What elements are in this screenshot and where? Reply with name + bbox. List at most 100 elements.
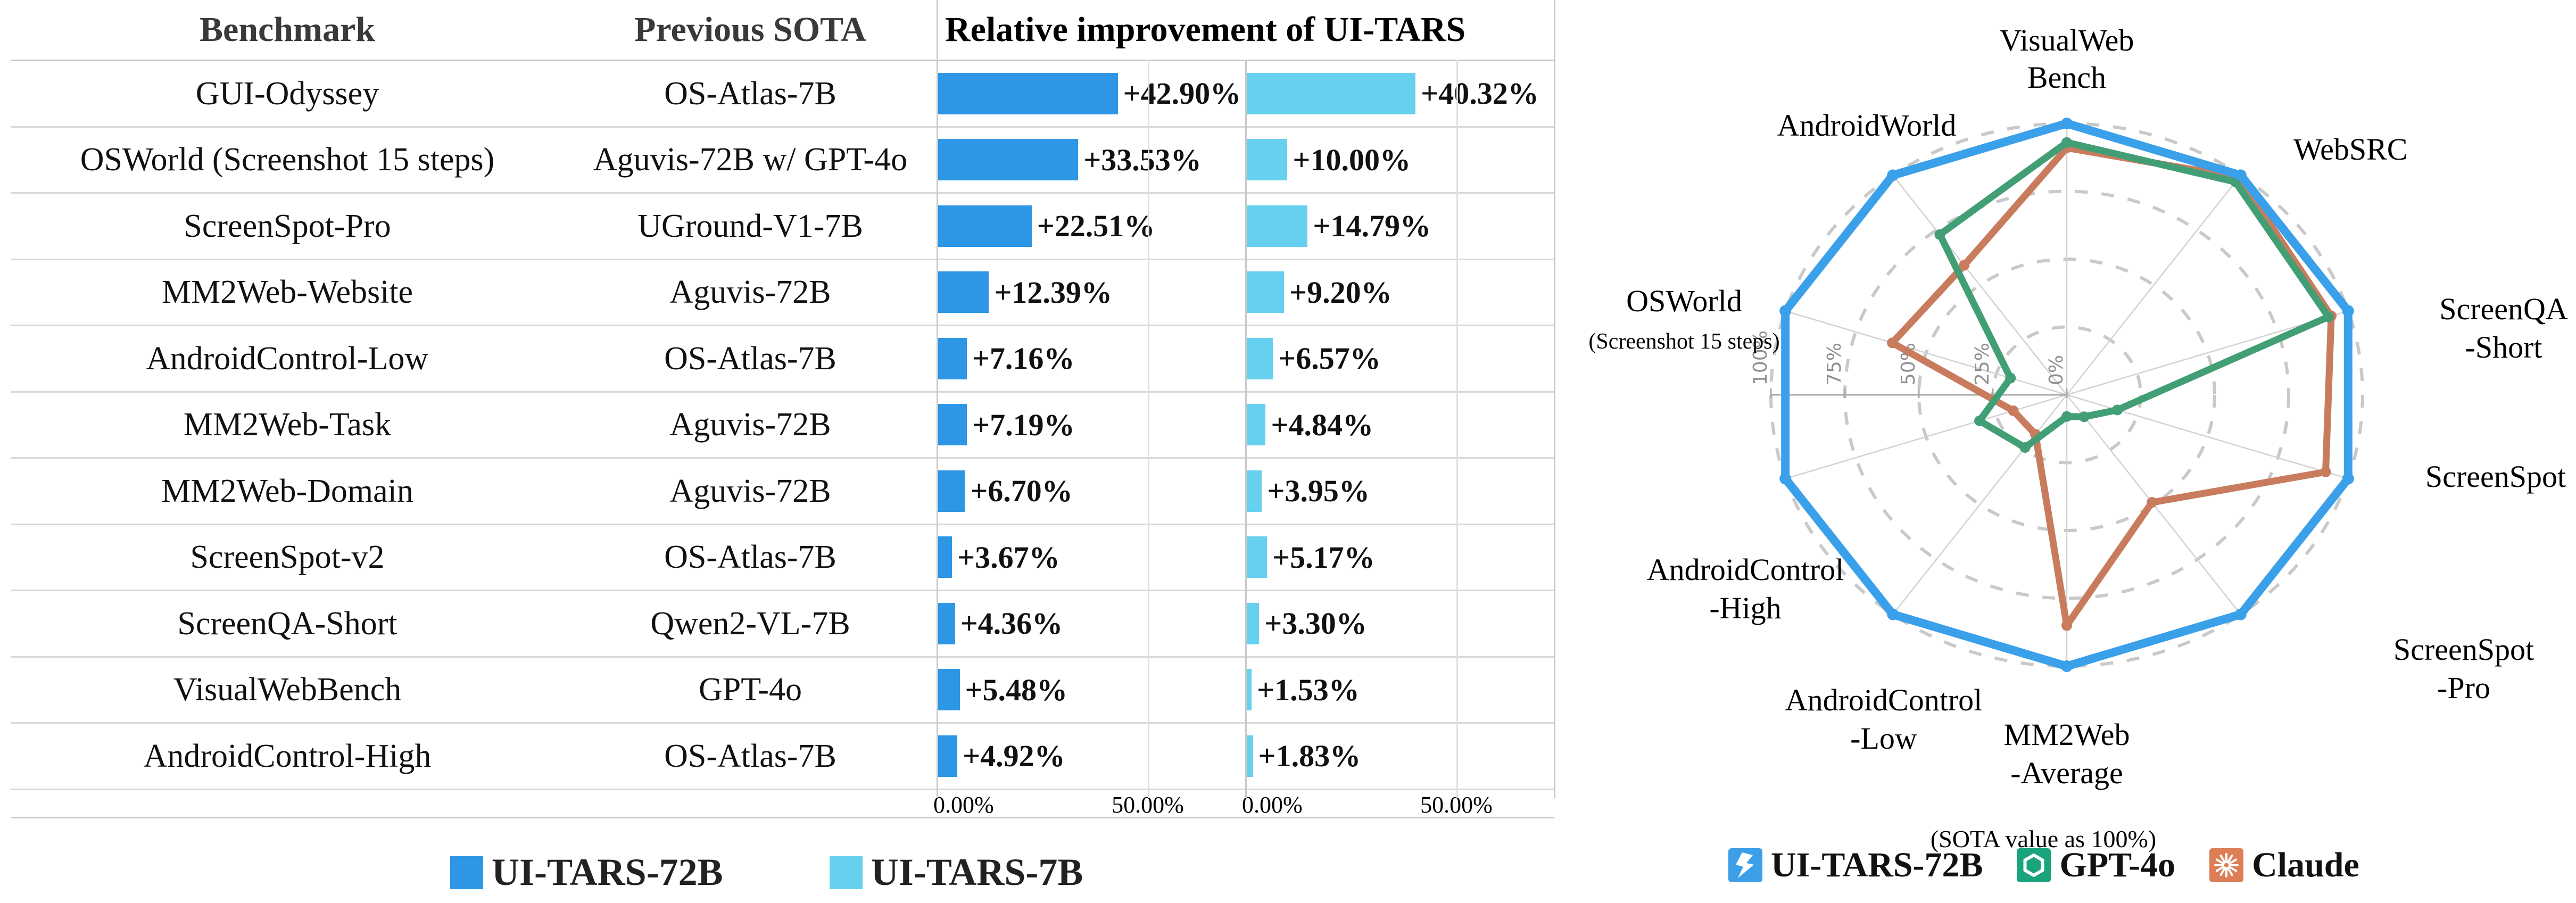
claude-logo-icon <box>2209 848 2244 882</box>
radar-tick-label: 25% <box>1972 343 1993 385</box>
bar-72b <box>937 271 989 313</box>
radar-spoke <box>2066 394 2349 479</box>
previous-sota-column-header: Previous SOTA <box>634 10 866 49</box>
radar-marker-claude <box>2147 497 2158 508</box>
openai-logo-icon <box>2017 848 2051 882</box>
bar-cell-72b: +7.16% <box>937 326 1245 391</box>
radar-category-label: ScreenQA <box>2439 292 2568 326</box>
radar-marker-gpt-4o <box>2061 411 2072 422</box>
previous-sota-cell: Aguvis-72B <box>669 274 831 311</box>
bar-72b <box>937 337 967 379</box>
bar-7b <box>1245 669 1252 711</box>
radar-category-label: AndroidWorld <box>1777 108 1957 143</box>
radar-spoke <box>2066 310 2349 396</box>
radar-legend-item-claude: Claude <box>2209 845 2359 885</box>
table-row: ScreenSpot-v2 OS-Atlas-7B +3.67% +5.17% <box>11 525 1554 591</box>
radar-marker-ui-tars-72b <box>1779 473 1792 485</box>
radar-marker-claude <box>1959 260 1970 271</box>
table-row: ScreenSpot-Pro UGround-V1-7B +22.51% +14.79… <box>11 194 1554 260</box>
radar-marker-ui-tars-72b <box>1779 305 1792 317</box>
bar-value-label: +6.70% <box>970 474 1073 509</box>
radar-marker-gpt-4o <box>2061 137 2072 148</box>
previous-sota-cell: OS-Atlas-7B <box>664 75 836 112</box>
radar-marker-gpt-4o <box>2078 411 2090 422</box>
radar-marker-gpt-4o <box>1934 229 1945 240</box>
previous-sota-cell: GPT-4o <box>698 672 802 708</box>
radar-category-label: -High <box>1709 591 1781 625</box>
bar-value-label: +6.57% <box>1278 341 1381 376</box>
radar-marker-ui-tars-72b <box>2061 660 2073 672</box>
legend-item-ui-tars-7b: UI-TARS-7B <box>829 850 1083 894</box>
radar-marker-claude <box>1887 337 1898 349</box>
radar-category-label: OSWorld <box>1626 284 1742 318</box>
radar-category-label: Bench <box>2027 60 2106 95</box>
bar-cell-72b: +7.19% <box>937 393 1245 458</box>
x-tick-zero: 0.00% <box>933 791 994 818</box>
radar-marker-gpt-4o <box>2323 311 2334 322</box>
bar-72b <box>937 404 967 446</box>
table-row: MM2Web-Website Aguvis-72B +12.39% +9.20% <box>11 260 1554 326</box>
bar-value-label: +33.53% <box>1083 142 1202 177</box>
benchmark-cell: MM2Web-Domain <box>161 473 413 509</box>
table-header: Benchmark Previous SOTA Relative improve… <box>11 0 1554 61</box>
bar-72b <box>937 669 960 711</box>
table-row: MM2Web-Domain Aguvis-72B +6.70% +3.95% <box>11 459 1554 525</box>
bar-value-label: +4.36% <box>960 606 1063 641</box>
bar-cell-72b: +33.53% <box>937 128 1245 193</box>
previous-sota-cell: OS-Atlas-7B <box>664 539 836 576</box>
radar-spoke <box>1892 394 2067 615</box>
radar-marker-ui-tars-72b <box>2234 169 2247 181</box>
radar-legend: UI-TARS-72B GPT-4o Claude <box>1728 845 2359 885</box>
radar-category-label: AndroidControl <box>1647 552 1844 587</box>
x-tick-fifty: 50.00% <box>1420 791 1493 818</box>
bar-72b <box>937 470 965 512</box>
bar-cell-7b: +1.83% <box>1245 724 1554 789</box>
bar-7b <box>1245 735 1253 777</box>
benchmark-cell: MM2Web-Website <box>161 274 413 311</box>
bar-cell-7b: +9.20% <box>1245 260 1554 325</box>
radar-legend-item-gpt-4o: GPT-4o <box>2017 845 2175 885</box>
radar-spoke <box>1892 175 2067 395</box>
radar-legend-label: UI-TARS-72B <box>1771 846 1983 884</box>
bar-72b <box>937 735 958 777</box>
radar-legend-item-ui-tars-72b: UI-TARS-72B <box>1728 845 1983 885</box>
x-axis-7b: 0.00% 50.00% <box>1242 790 1554 818</box>
improvement-column-header: Relative improvement of UI-TARS <box>945 10 1466 49</box>
previous-sota-cell: Aguvis-72B <box>669 473 831 509</box>
radar-marker-claude <box>2008 405 2019 416</box>
radar-category-label: WebSRC <box>2293 132 2407 167</box>
radar-spoke <box>1785 310 2067 396</box>
table-row: VisualWebBench GPT-4o +5.48% +1.53% <box>11 658 1554 724</box>
previous-sota-cell: Qwen2-VL-7B <box>650 605 850 642</box>
bar-value-label: +9.20% <box>1289 275 1392 310</box>
radar-chart: 100% 75% 50% 25% 0%VisualWebBenchWebSRCScree… <box>1588 23 2568 852</box>
benchmark-cell: ScreenQA-Short <box>177 605 397 642</box>
radar-marker-gpt-4o <box>2005 372 2016 384</box>
bar-72b <box>937 536 952 578</box>
table-row: AndroidControl-High OS-Atlas-7B +4.92% +1.8… <box>11 724 1554 790</box>
x-axis-72b: 0.00% 50.00% <box>933 790 1245 818</box>
table-row: ScreenQA-Short Qwen2-VL-7B +4.36% +3.30% <box>11 591 1554 658</box>
radar-category-label: -Average <box>2010 756 2123 790</box>
radar-marker-ui-tars-72b <box>2342 473 2354 485</box>
bar-cell-7b: +3.30% <box>1245 591 1554 656</box>
bar-72b <box>937 72 1118 114</box>
bar-value-label: +1.53% <box>1257 672 1360 707</box>
benchmark-table: Benchmark Previous SOTA Relative improve… <box>11 0 1555 903</box>
radar-tick-label: 0% <box>2045 355 2067 385</box>
x-tick-fifty: 50.00% <box>1112 791 1184 818</box>
bar-value-label: +12.39% <box>994 275 1112 310</box>
bar-7b <box>1245 470 1262 512</box>
legend-item-ui-tars-72b: UI-TARS-72B <box>450 850 723 894</box>
bar-7b <box>1245 139 1288 181</box>
bar-7b <box>1245 271 1285 313</box>
benchmark-cell: VisualWebBench <box>173 672 402 708</box>
bar-cell-7b: +6.57% <box>1245 326 1554 391</box>
bar-cell-72b: +3.67% <box>937 525 1245 590</box>
legend-label: UI-TARS-72B <box>492 851 723 893</box>
radar-tick-label: 75% <box>1824 343 1845 385</box>
radar-marker-ui-tars-72b <box>2342 305 2354 317</box>
color-swatch <box>450 856 483 889</box>
bar-value-label: +42.90% <box>1123 76 1241 111</box>
previous-sota-cell: OS-Atlas-7B <box>664 340 836 377</box>
